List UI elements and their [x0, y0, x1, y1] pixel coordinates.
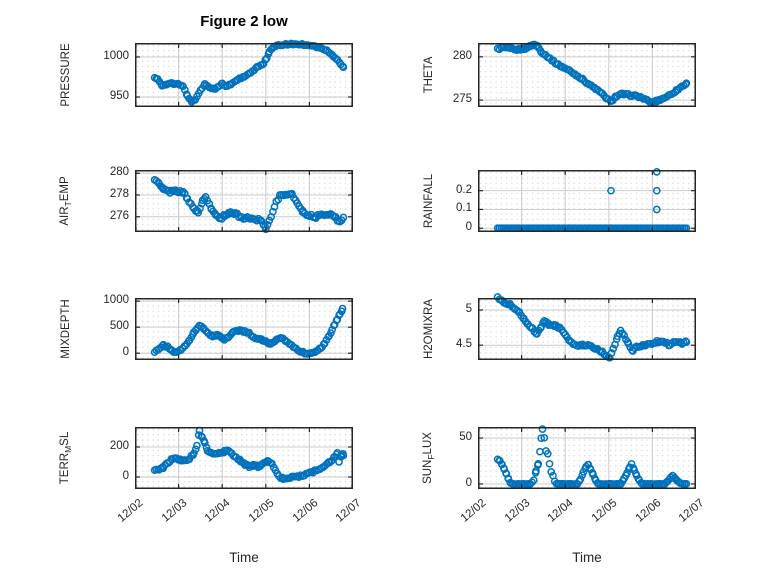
- minor-grid: [479, 171, 695, 231]
- ylabel-air_temp: AIRTEMP: [58, 176, 74, 226]
- scatter-series-h2omixra: [493, 293, 691, 362]
- scatter-series-air_temp: [150, 176, 348, 234]
- y-tick-label-air_temp: 280: [109, 166, 129, 179]
- y-tick-label-pressure: 950: [109, 90, 129, 102]
- outlier-point: [652, 205, 661, 214]
- y-tick-label-air_temp: 278: [109, 188, 129, 201]
- scatter-series-mixdepth: [150, 304, 347, 358]
- subplot-air_temp: [135, 170, 353, 234]
- axes-frame: [478, 43, 696, 107]
- y-tick-label-terr_msl: 0: [122, 469, 129, 482]
- x-axis-label-left: Time: [229, 550, 259, 565]
- minor-grid: [479, 44, 695, 106]
- ylabel-rainfall: RAINFALL: [423, 173, 435, 229]
- plot-area-pressure: [135, 39, 353, 107]
- ylabel-pressure: PRESSURE: [60, 43, 72, 107]
- axes-frame: [478, 427, 696, 489]
- x-tick-label: 12/06: [290, 497, 321, 525]
- y-tick-label-sun_flux: 50: [459, 431, 472, 444]
- y-tick-label-theta: 280: [452, 49, 472, 62]
- plot-area-air_temp: [135, 170, 353, 234]
- x-tick-label: 12/07: [333, 497, 364, 525]
- plot-area-theta: [478, 40, 696, 107]
- ylabel-terr_msl: TERRMSL: [58, 431, 74, 485]
- y-tick-label-rainfall: 0.2: [456, 183, 472, 196]
- subplot-terr_msl: [135, 426, 353, 489]
- y-tick-label-sun_flux: 0: [465, 476, 472, 489]
- outlier-point: [652, 186, 661, 195]
- axes-frame: [135, 170, 353, 232]
- plot-area-terr_msl: [135, 426, 353, 489]
- x-tick-label: 12/03: [502, 497, 533, 525]
- axes-frame: [478, 298, 696, 360]
- x-tick-label: 12/02: [458, 497, 489, 525]
- x-tick-label: 12/04: [546, 497, 576, 525]
- y-tick-label-air_temp: 276: [109, 209, 129, 222]
- scatter-series-sun_flux: [493, 425, 691, 489]
- x-tick-label: 12/02: [115, 497, 146, 525]
- axes-frame: [135, 298, 353, 360]
- plot-area-rainfall: [478, 168, 696, 233]
- x-tick-label: 12/03: [159, 497, 190, 525]
- y-tick-label-rainfall: 0.1: [456, 202, 472, 215]
- axes-frame: [478, 170, 696, 232]
- scatter-series-pressure: [150, 39, 348, 106]
- y-tick-label-mixdepth: 500: [109, 320, 129, 333]
- subplot-pressure: [135, 39, 353, 107]
- axes-frame: [135, 43, 353, 107]
- plot-area-h2omixra: [478, 293, 696, 362]
- ylabel-mixdepth: MIXDEPTH: [60, 299, 72, 359]
- ylabel-sun_flux: SUNFLUX: [421, 432, 437, 484]
- outlier-point: [607, 186, 615, 195]
- outlier-point: [652, 168, 661, 176]
- y-tick-label-h2omixra: 4.5: [456, 338, 472, 351]
- y-tick-label-h2omixra: 5: [465, 302, 472, 315]
- y-tick-label-rainfall: 0: [465, 221, 472, 234]
- figure-title: Figure 2 low: [200, 13, 288, 30]
- subplot-sun_flux: [478, 425, 696, 489]
- ylabel-h2omixra: H2OMIXRA: [423, 298, 435, 360]
- x-tick-label: 12/06: [633, 497, 664, 525]
- subplot-rainfall: [478, 168, 696, 233]
- scatter-series-terr_msl: [150, 426, 348, 484]
- y-tick-label-terr_msl: 200: [109, 439, 129, 452]
- plot-area-sun_flux: [478, 425, 696, 489]
- x-axis-label-right: Time: [572, 550, 602, 565]
- x-tick-label: 12/07: [676, 497, 707, 525]
- x-tick-label: 12/05: [589, 497, 620, 525]
- plot-area-mixdepth: [135, 298, 353, 360]
- x-tick-label: 12/04: [203, 497, 233, 525]
- x-tick-label: 12/05: [246, 497, 277, 525]
- y-tick-label-mixdepth: 1000: [103, 294, 129, 307]
- subplot-theta: [478, 40, 696, 107]
- y-tick-label-theta: 275: [452, 93, 472, 106]
- ylabel-theta: THETA: [423, 56, 435, 94]
- axes-frame: [135, 427, 353, 489]
- y-tick-label-pressure: 1000: [103, 50, 129, 62]
- subplot-h2omixra: [478, 293, 696, 362]
- y-tick-label-mixdepth: 0: [122, 346, 129, 359]
- subplot-mixdepth: [135, 298, 353, 360]
